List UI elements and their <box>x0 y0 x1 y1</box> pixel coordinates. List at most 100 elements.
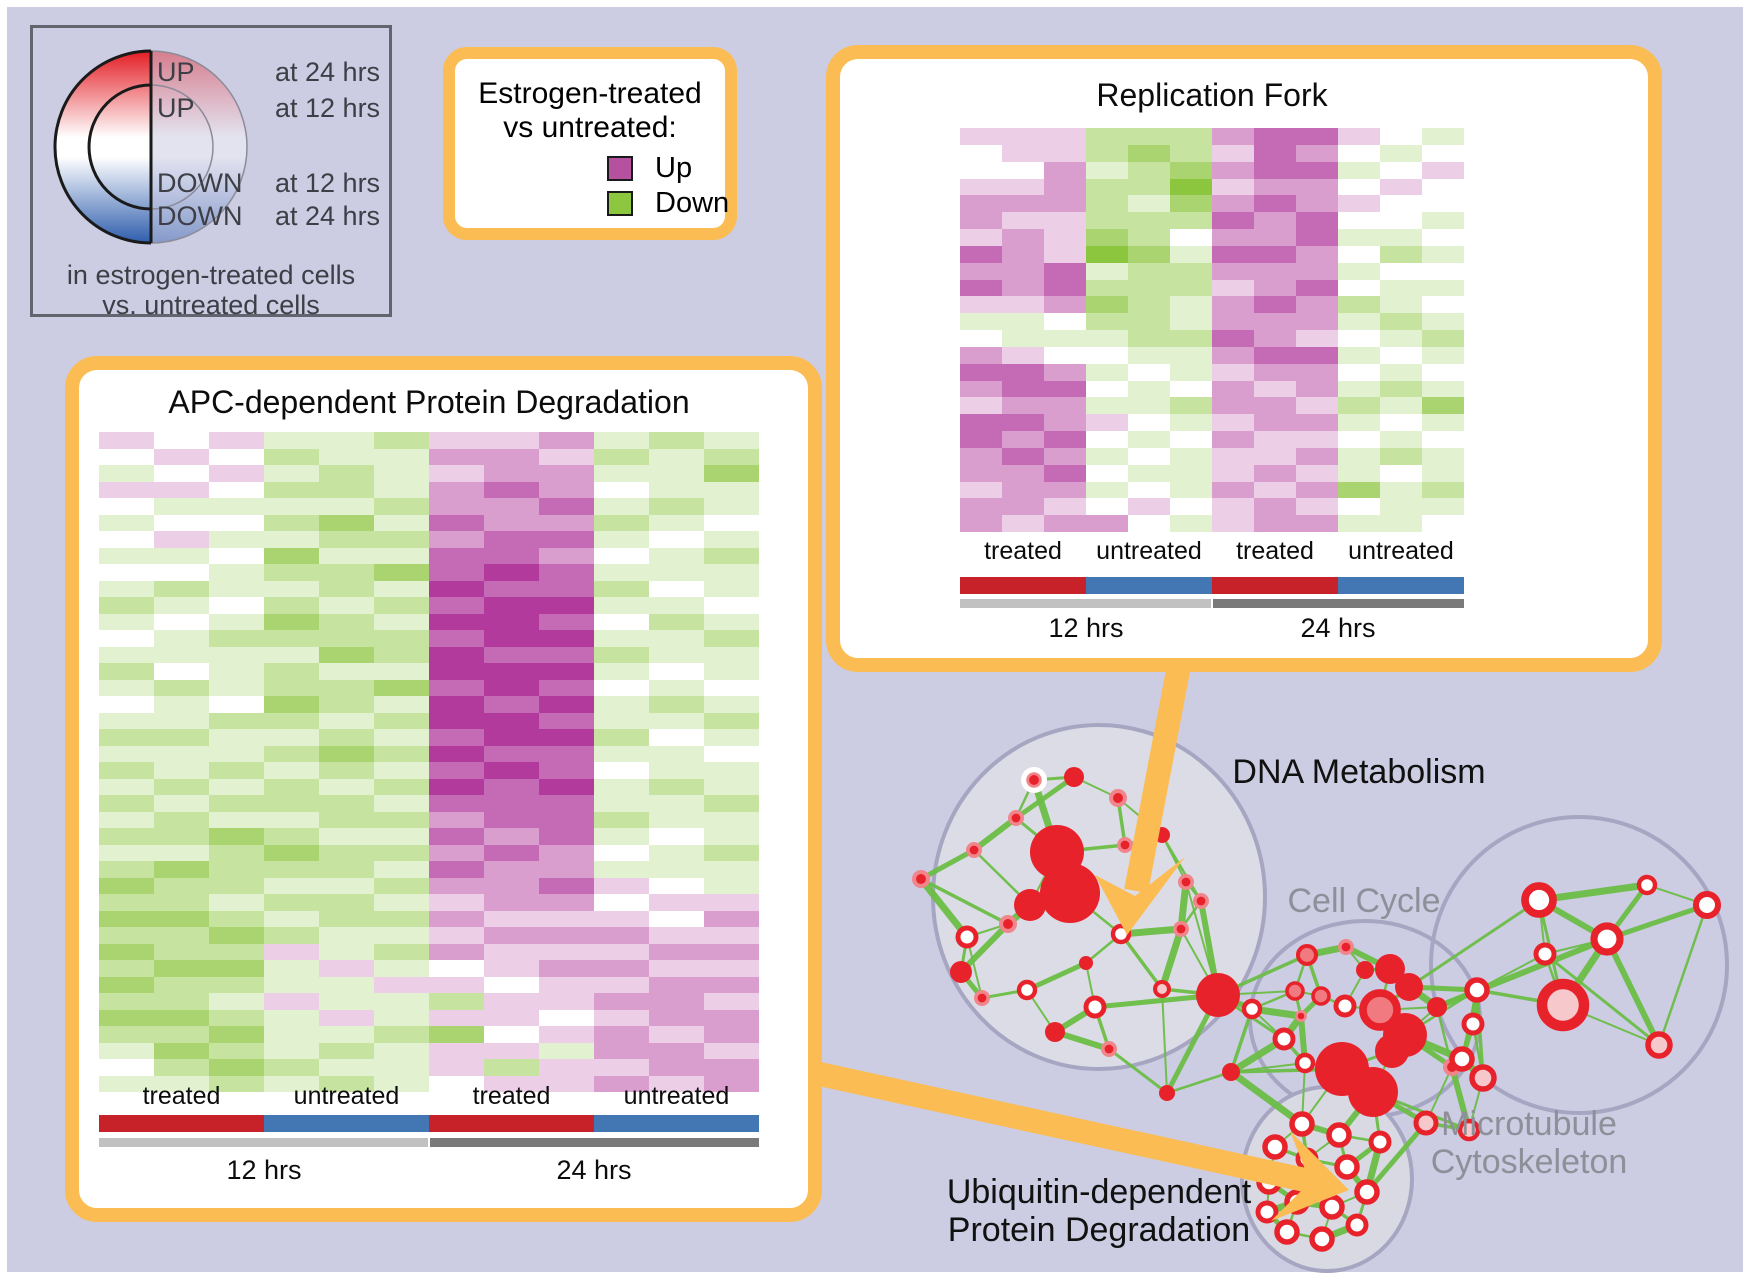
heatmap-cell <box>374 795 429 812</box>
heatmap-cell <box>1338 330 1380 347</box>
time-12-label: 12 hrs <box>226 1155 302 1185</box>
heatmap-cell <box>1380 313 1422 330</box>
heatmap-cell <box>1212 363 1254 381</box>
heatmap-cell <box>264 861 319 878</box>
heatmap-cell <box>1086 515 1128 532</box>
heatmap-cell <box>649 976 704 993</box>
heatmap-cell <box>1212 346 1254 364</box>
heatmap-cell <box>264 646 319 663</box>
heatmap-cell <box>209 663 264 680</box>
heatmap-cell <box>319 712 374 729</box>
heatmap-cell <box>1086 178 1128 196</box>
heatmap-cell <box>1338 212 1380 229</box>
heatmap-cell <box>264 1026 319 1043</box>
heatmap-cell <box>209 795 264 812</box>
heatmap-cell <box>960 447 1002 465</box>
heatmap-cell <box>1380 464 1422 482</box>
heatmap-cell <box>209 1009 264 1026</box>
heatmap-cell <box>1422 195 1464 213</box>
heatmap-cell <box>649 927 704 944</box>
network-edge <box>1228 1069 1305 1127</box>
heatmap-cell <box>594 729 649 746</box>
heatmap-cell <box>1086 279 1128 297</box>
heatmap-cell <box>319 927 374 944</box>
heatmap-cell <box>484 960 539 977</box>
heatmap-cell <box>1422 161 1464 179</box>
heatmap-cell <box>374 828 429 845</box>
heatmap-cell <box>1338 313 1380 330</box>
heatmap-cell <box>154 861 209 878</box>
heatmap-cell <box>1002 229 1044 246</box>
heatmap-cell <box>264 679 319 696</box>
heatmap-cell <box>594 877 649 894</box>
heatmap-cell <box>99 663 154 680</box>
heatmap-cell <box>594 894 649 911</box>
heatmap-cell <box>319 1026 374 1043</box>
heatmap-cell <box>1296 229 1338 246</box>
heatmap-cell <box>649 498 704 515</box>
heatmap-cell <box>594 1075 649 1092</box>
heatmap-cell <box>1086 481 1128 499</box>
network-edge <box>1161 988 1168 1094</box>
heatmap-cell <box>99 927 154 944</box>
heatmap-cell <box>960 515 1002 532</box>
at-24-label-2: at 24 hrs <box>275 201 381 231</box>
heatmap-cell <box>594 1009 649 1026</box>
heatmap-cell <box>1422 330 1464 347</box>
network-node-d15 <box>1083 995 1107 1019</box>
heatmap-cell <box>1422 296 1464 314</box>
heatmap-cell <box>1380 262 1422 280</box>
heatmap-cell <box>1044 161 1086 179</box>
heatmap-cell <box>99 679 154 696</box>
heatmap-cell <box>374 432 429 449</box>
heatmap-cell <box>209 960 264 977</box>
heatmap-cell <box>374 465 429 482</box>
heatmap-cell <box>374 960 429 977</box>
heatmap-cell <box>539 894 594 911</box>
network-node-d4 <box>1064 767 1084 787</box>
heatmap-cell <box>319 498 374 515</box>
heatmap-cell <box>704 531 759 548</box>
heatmap-cell <box>1296 245 1338 263</box>
heatmap-cell <box>154 993 209 1010</box>
heatmap-cell <box>1212 128 1254 145</box>
heatmap-cell <box>319 564 374 581</box>
heatmap-cell <box>1128 330 1170 347</box>
heatmap-cell <box>1212 464 1254 482</box>
heatmap-cell <box>704 795 759 812</box>
heatmap-cell <box>1128 161 1170 179</box>
heatmap-cell <box>484 811 539 828</box>
heatmap-cell <box>594 993 649 1010</box>
network-edge <box>1544 952 1660 1047</box>
heatmap-cell <box>154 613 209 630</box>
heatmap-cell <box>539 1042 594 1059</box>
heatmap-cell <box>484 465 539 482</box>
heatmap-cell <box>1128 363 1170 381</box>
heatmap-cell <box>1380 380 1422 398</box>
heatmap-cell <box>264 1042 319 1059</box>
network-node-m2 <box>1449 1046 1475 1072</box>
network-edge <box>1408 898 1540 989</box>
heatmap-cell <box>594 811 649 828</box>
heatmap-cell <box>1338 178 1380 196</box>
heatmap-cell <box>1044 363 1086 381</box>
heatmap-cell <box>1170 481 1212 499</box>
heatmap-cell <box>1338 515 1380 532</box>
heatmap-cell <box>484 976 539 993</box>
heatmap-cell <box>1212 330 1254 347</box>
network-node-d19 <box>1173 921 1189 937</box>
heatmap-cell <box>484 580 539 597</box>
treatment-legend-title-2: vs untreated: <box>503 111 677 144</box>
heatmap-cell <box>1212 229 1254 246</box>
heatmap-cell <box>429 448 484 465</box>
heatmap-cell <box>319 448 374 465</box>
heatmap-cell <box>1086 498 1128 516</box>
heatmap-cell <box>539 943 594 960</box>
heatmap-cell <box>539 993 594 1010</box>
network-edge <box>1166 1070 1232 1095</box>
heatmap-cell <box>429 910 484 927</box>
heatmap-cell <box>1422 414 1464 431</box>
heatmap-cell <box>649 564 704 581</box>
heatmap-cell <box>209 1042 264 1059</box>
rep-treatment-bars <box>960 577 1464 594</box>
